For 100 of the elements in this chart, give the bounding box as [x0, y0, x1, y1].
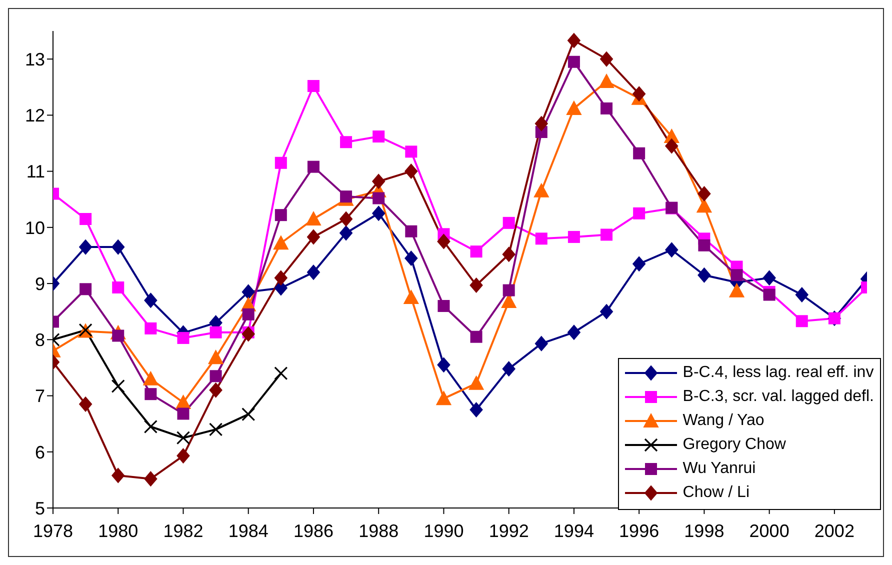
point — [80, 283, 92, 296]
x-tick-label: 1990 — [424, 520, 464, 541]
point — [632, 86, 646, 102]
point — [470, 402, 483, 418]
x-tick-label: 1994 — [554, 520, 594, 541]
point — [144, 420, 158, 434]
y-tick-label: 8 — [34, 330, 45, 350]
point — [307, 160, 320, 173]
x-tick-label: 2002 — [814, 520, 854, 541]
x-tick-label: 1980 — [98, 520, 138, 541]
point — [437, 234, 450, 249]
point — [306, 229, 320, 244]
point — [79, 396, 92, 412]
point — [112, 240, 125, 255]
point — [209, 382, 222, 398]
legend-label: B-C.4, less lag. real eff. inv — [682, 364, 874, 382]
point — [111, 379, 125, 394]
point — [698, 268, 711, 283]
point — [404, 290, 419, 304]
point — [600, 228, 613, 241]
point — [176, 431, 190, 445]
point — [696, 198, 712, 213]
point — [340, 190, 352, 203]
y-tick-label: 9 — [34, 274, 45, 294]
legend-label: Gregory Chow — [682, 436, 786, 454]
point — [470, 330, 482, 343]
point — [502, 361, 516, 376]
point — [79, 240, 92, 255]
point — [404, 250, 418, 266]
legend-label: Wang / Yao — [682, 412, 764, 430]
point — [566, 100, 582, 115]
point — [340, 211, 353, 226]
point — [176, 448, 190, 464]
point — [470, 246, 482, 258]
point — [242, 407, 256, 422]
y-tick-label: 12 — [24, 106, 45, 126]
point — [438, 300, 450, 312]
point — [209, 422, 223, 436]
y-tick-label: 6 — [34, 442, 45, 462]
point — [795, 287, 808, 302]
point — [534, 183, 549, 198]
point — [730, 269, 743, 282]
point — [274, 209, 287, 222]
point — [208, 350, 224, 364]
point — [144, 322, 157, 334]
x-tick-label: 1988 — [358, 520, 399, 541]
point — [600, 304, 614, 320]
point — [372, 206, 386, 221]
point — [144, 388, 157, 400]
point — [112, 468, 125, 483]
x-tick-label: 1996 — [619, 520, 660, 541]
point — [600, 102, 613, 114]
point — [729, 283, 744, 298]
x-tick-label: 1986 — [293, 520, 334, 541]
x-tick-label: 1982 — [163, 520, 204, 541]
point — [468, 376, 484, 390]
point — [274, 270, 288, 286]
point — [567, 324, 580, 340]
y-tick-label: 5 — [34, 498, 45, 518]
point — [568, 56, 580, 68]
point — [698, 239, 710, 252]
point — [698, 186, 711, 202]
point — [340, 136, 352, 148]
x-tick-label: 2000 — [749, 520, 790, 541]
point — [404, 164, 418, 179]
point — [600, 52, 614, 67]
point — [242, 326, 255, 342]
point — [144, 471, 158, 486]
point — [599, 74, 614, 88]
point — [274, 156, 287, 169]
point — [210, 326, 222, 338]
point — [273, 236, 288, 250]
point — [665, 138, 678, 154]
point — [502, 216, 515, 229]
legend-label: Chow / Li — [682, 484, 750, 502]
point — [307, 80, 320, 92]
point — [437, 357, 450, 372]
point — [80, 212, 92, 225]
point — [502, 246, 516, 262]
point — [534, 116, 548, 132]
y-tick-label: 11 — [26, 162, 45, 182]
point — [436, 391, 452, 406]
point — [306, 264, 320, 280]
point — [633, 207, 646, 220]
point — [372, 192, 385, 204]
legend-label: Wu Yanrui — [682, 460, 756, 478]
point — [534, 336, 548, 352]
point — [274, 366, 288, 380]
point — [405, 146, 418, 158]
point — [796, 315, 808, 328]
point — [340, 226, 353, 241]
point — [112, 281, 124, 294]
point — [633, 147, 646, 160]
point — [665, 242, 678, 258]
point — [143, 371, 158, 386]
y-tick-label: 13 — [24, 49, 45, 70]
x-tick-label: 1978 — [32, 520, 74, 541]
point — [502, 284, 515, 296]
point — [177, 332, 190, 344]
point — [242, 308, 254, 320]
